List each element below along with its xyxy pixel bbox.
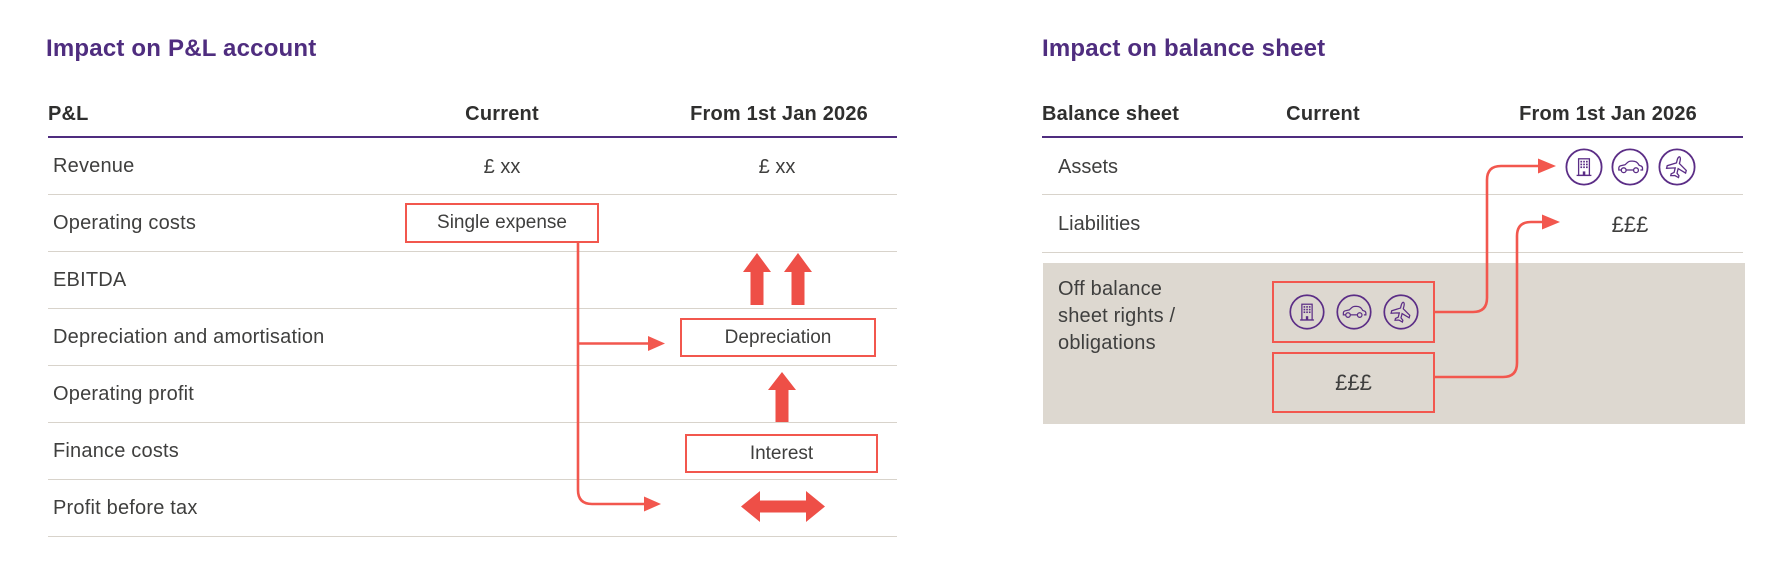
row-label: Operating profit <box>53 382 195 405</box>
pnl-col-name: P&L <box>48 103 89 125</box>
table-row: Depreciation and amortisation <box>48 309 897 366</box>
balance-sheet-title: Impact on balance sheet <box>1042 35 1326 62</box>
liabilities-future-value: £££ <box>1611 212 1649 237</box>
arrowhead <box>1538 158 1556 174</box>
single-expense-box: Single expense <box>405 203 599 243</box>
pnl-title: Impact on P&L account <box>46 35 317 62</box>
pnl-header-rule <box>48 135 897 138</box>
table-row: Operating profit <box>48 366 897 423</box>
row-label: Operating costs <box>53 211 197 234</box>
assets-label: Assets <box>1058 156 1119 178</box>
table-row: Revenue <box>48 138 897 195</box>
row-divider <box>1042 194 1743 195</box>
table-row: Finance costs <box>48 423 897 480</box>
row-label: Depreciation and amortisation <box>53 325 325 348</box>
row-label: Finance costs <box>53 439 179 462</box>
row-label: Profit before tax <box>53 496 198 519</box>
off-balance-amount-box: £££ <box>1272 352 1435 413</box>
off-balance-label: Off balance sheet rights / obligations <box>1058 278 1176 354</box>
asset-icons-group <box>1274 283 1433 341</box>
row-label: EBITDA <box>53 268 127 291</box>
up-arrow-icon <box>768 372 796 422</box>
bs-col-name: Balance sheet <box>1042 103 1180 125</box>
liabilities-label: Liabilities <box>1058 213 1141 235</box>
table-row: EBITDA <box>48 252 897 309</box>
revenue-future-value: £ xx <box>758 156 796 178</box>
bs-col-current: Current <box>1286 103 1360 125</box>
depreciation-box: Depreciation <box>680 318 876 357</box>
single-expense-label: Single expense <box>437 212 567 233</box>
interest-label: Interest <box>749 442 814 464</box>
off-balance-icons-box <box>1272 281 1435 343</box>
off-balance-section <box>1043 263 1745 424</box>
building-icon <box>1288 294 1325 330</box>
car-icon <box>1335 294 1372 330</box>
pnl-col-current: Current <box>465 103 539 125</box>
double-up-arrow-icon <box>743 253 812 305</box>
bs-col-future: From 1st Jan 2026 <box>1519 103 1697 125</box>
off-balance-amount: £££ <box>1335 369 1372 395</box>
bs-header-rule <box>1042 135 1743 138</box>
plane-icon <box>1382 294 1419 330</box>
left-right-arrow-icon <box>741 491 825 522</box>
row-divider <box>1042 252 1743 253</box>
interest-box: Interest <box>685 434 878 473</box>
building-icon <box>1565 148 1603 186</box>
pnl-table: Revenue Operating costs EBITDA Depreciat… <box>48 138 897 537</box>
depreciation-label: Depreciation <box>724 326 832 348</box>
car-icon <box>1611 148 1649 186</box>
revenue-current-value: £ xx <box>483 156 521 178</box>
plane-icon <box>1658 148 1696 186</box>
table-row: Profit before tax <box>48 480 897 537</box>
table-row: Operating costs <box>48 195 897 252</box>
row-label: Revenue <box>53 154 135 177</box>
pnl-col-future: From 1st Jan 2026 <box>690 103 868 125</box>
